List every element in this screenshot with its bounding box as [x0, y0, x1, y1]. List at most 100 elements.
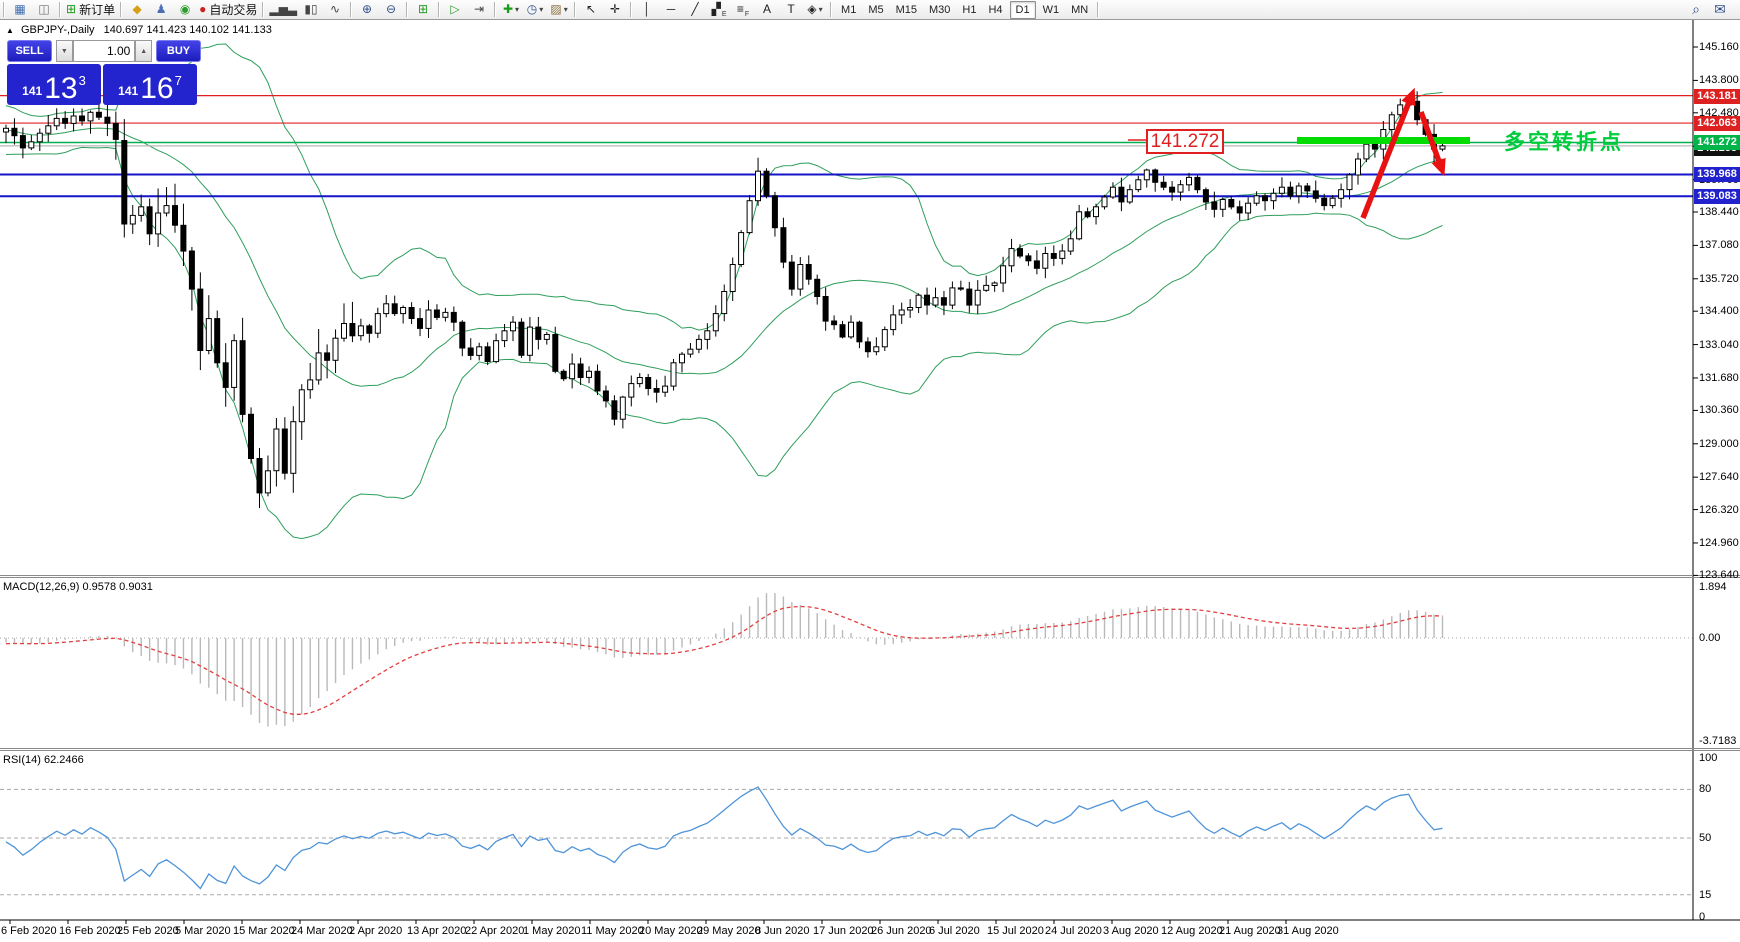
date-label: 11 May 2020 [581, 925, 644, 937]
horizontal-line-icon: ─ [666, 2, 676, 16]
new-order-button[interactable]: ⊞ 新订单 [64, 1, 117, 18]
turning-point-annotation[interactable]: 多空转折点 [1504, 131, 1624, 154]
line-chart-button[interactable]: ∿ [323, 1, 347, 18]
price-badge: 139.083 [1694, 189, 1740, 205]
ask-prefix: 141 [118, 84, 139, 98]
trendline-icon: ╱ [691, 2, 699, 16]
bid-quote[interactable]: 141 13 3 [7, 64, 101, 105]
volume-increase-button[interactable]: ▲ [135, 40, 152, 62]
support-level-annotation[interactable]: 141.272 [1146, 129, 1224, 154]
channel-button[interactable]: ▞ E [707, 1, 731, 18]
expert-advisors-button[interactable]: ♟ [149, 1, 173, 18]
indicators-icon: ✚ [502, 2, 514, 16]
indicators-button[interactable]: ✚ ▾ [499, 1, 523, 18]
toolbar-separator [574, 2, 577, 17]
ohlc-values: 140.697 141.423 140.102 141.133 [103, 24, 272, 36]
date-label: 31 Aug 2020 [1277, 925, 1339, 937]
horizontal-line-button[interactable]: ─ [659, 1, 683, 18]
periods-button[interactable]: ◷ ▾ [523, 1, 547, 18]
new-chart-button[interactable]: ▦ [8, 1, 32, 18]
price-tick-label: 129.000 [1699, 437, 1739, 450]
auto-scroll-button[interactable]: ▷ [443, 1, 467, 18]
bid-big-digits: 13 [44, 72, 78, 105]
rsi-scale-label: 0 [1699, 911, 1706, 923]
price-tick-label: 123.640 [1699, 569, 1739, 582]
templates-button[interactable]: ▨ ▾ [547, 1, 571, 18]
collapse-panel-icon[interactable]: ▲ [6, 26, 14, 35]
price-tick-label: 143.800 [1699, 74, 1739, 87]
chat-button[interactable]: ✉ [1708, 1, 1732, 18]
tf-button-m1[interactable]: M1 [841, 3, 857, 16]
bid-prefix: 141 [22, 84, 43, 98]
date-label: 21 Aug 2020 [1219, 925, 1281, 937]
sell-button[interactable]: SELL [7, 40, 52, 62]
cursor-button[interactable]: ↖ [579, 1, 603, 18]
ask-big-digits: 16 [140, 72, 174, 105]
zoom-out-icon: ⊖ [386, 2, 397, 16]
search-icon: ⌕ [1692, 1, 1700, 17]
vertical-line-icon: │ [643, 2, 651, 16]
macd-scale-label: 1.894 [1699, 581, 1727, 593]
rsi-scale-label: 50 [1699, 832, 1712, 844]
trendline-button[interactable]: ╱ [683, 1, 707, 18]
vertical-line-button[interactable]: │ [635, 1, 659, 18]
rsi-label: RSI(14) 62.2466 [3, 754, 84, 766]
price-tick-label: 130.360 [1699, 404, 1739, 417]
text-icon: A [763, 2, 772, 16]
dropdown-arrow-icon[interactable]: ▾ [515, 5, 520, 14]
fibonacci-button[interactable]: ≡ F [731, 1, 755, 18]
symbol-header: ▲ GBPJPY-,Daily 140.697 141.423 140.102 … [6, 24, 272, 36]
fibonacci-icon-sub: F [744, 11, 750, 18]
macd-scale-label: -3.7183 [1699, 735, 1737, 747]
tf-button-m15[interactable]: M15 [895, 3, 917, 16]
tf-button-m5[interactable]: M5 [868, 3, 884, 16]
profiles-button[interactable]: ◫ [32, 1, 56, 18]
price-tick-label: 134.400 [1699, 305, 1739, 318]
date-label: 15 Jul 2020 [987, 925, 1044, 937]
autotrading-button-label: 自动交易 [209, 3, 258, 17]
buy-button[interactable]: BUY [156, 40, 201, 62]
bar-chart-button[interactable]: ▂▅▃ [267, 1, 299, 18]
volume-input[interactable]: 1.00 [72, 40, 136, 62]
text-button[interactable]: A [755, 1, 779, 18]
tf-button-m30[interactable]: M30 [929, 3, 951, 16]
crosshair-button[interactable]: ✛ [603, 1, 627, 18]
date-label: 29 May 2020 [697, 925, 761, 937]
zoom-out-button[interactable]: ⊖ [379, 1, 403, 18]
zoom-in-button[interactable]: ⊕ [355, 1, 379, 18]
profiles-icon: ◫ [38, 2, 50, 16]
tile-windows-button[interactable]: ⊞ [411, 1, 435, 18]
tf-button-mn[interactable]: MN [1071, 3, 1089, 16]
search-button[interactable]: ⌕ [1684, 1, 1708, 18]
chart-shift-button[interactable]: ⇥ [467, 1, 491, 18]
new-order-button-label: 新订单 [79, 3, 116, 17]
price-tick-label: 138.440 [1699, 205, 1739, 218]
price-badge: 141.272 [1694, 135, 1740, 151]
ask-quote[interactable]: 141 16 7 [103, 64, 197, 105]
price-badge: 139.968 [1694, 167, 1740, 183]
sound-button[interactable]: ◆ [125, 1, 149, 18]
arrows-button[interactable]: ◈ ▾ [803, 1, 827, 18]
dropdown-arrow-icon[interactable]: ▾ [818, 5, 823, 14]
signals-button[interactable]: ◉ [173, 1, 197, 18]
tf-button-h1[interactable]: H1 [962, 3, 977, 16]
candlestick-chart-button[interactable]: ▮▯ [299, 1, 323, 18]
date-label: 13 Apr 2020 [407, 925, 467, 937]
cursor-icon: ↖ [586, 2, 597, 16]
dropdown-arrow-icon[interactable]: ▾ [539, 5, 544, 14]
ask-pip-digit: 7 [174, 73, 182, 88]
price-tick-label: 126.320 [1699, 503, 1739, 516]
tf-button-h4[interactable]: H4 [988, 3, 1003, 16]
price-badge: 143.181 [1694, 88, 1740, 104]
tf-button-d1[interactable]: D1 [1009, 0, 1036, 19]
autotrading-button[interactable]: ● 自动交易 [197, 1, 259, 18]
tf-button-w1[interactable]: W1 [1042, 3, 1060, 16]
text-label-button[interactable]: T [779, 1, 803, 18]
bid-pip-digit: 3 [78, 73, 86, 88]
date-label: 24 Mar 2020 [291, 925, 353, 937]
dropdown-arrow-icon[interactable]: ▾ [563, 5, 568, 14]
toolbar-separator [630, 2, 633, 17]
volume-decrease-button[interactable]: ▼ [56, 40, 73, 62]
chart-shift-icon: ⇥ [474, 2, 485, 16]
